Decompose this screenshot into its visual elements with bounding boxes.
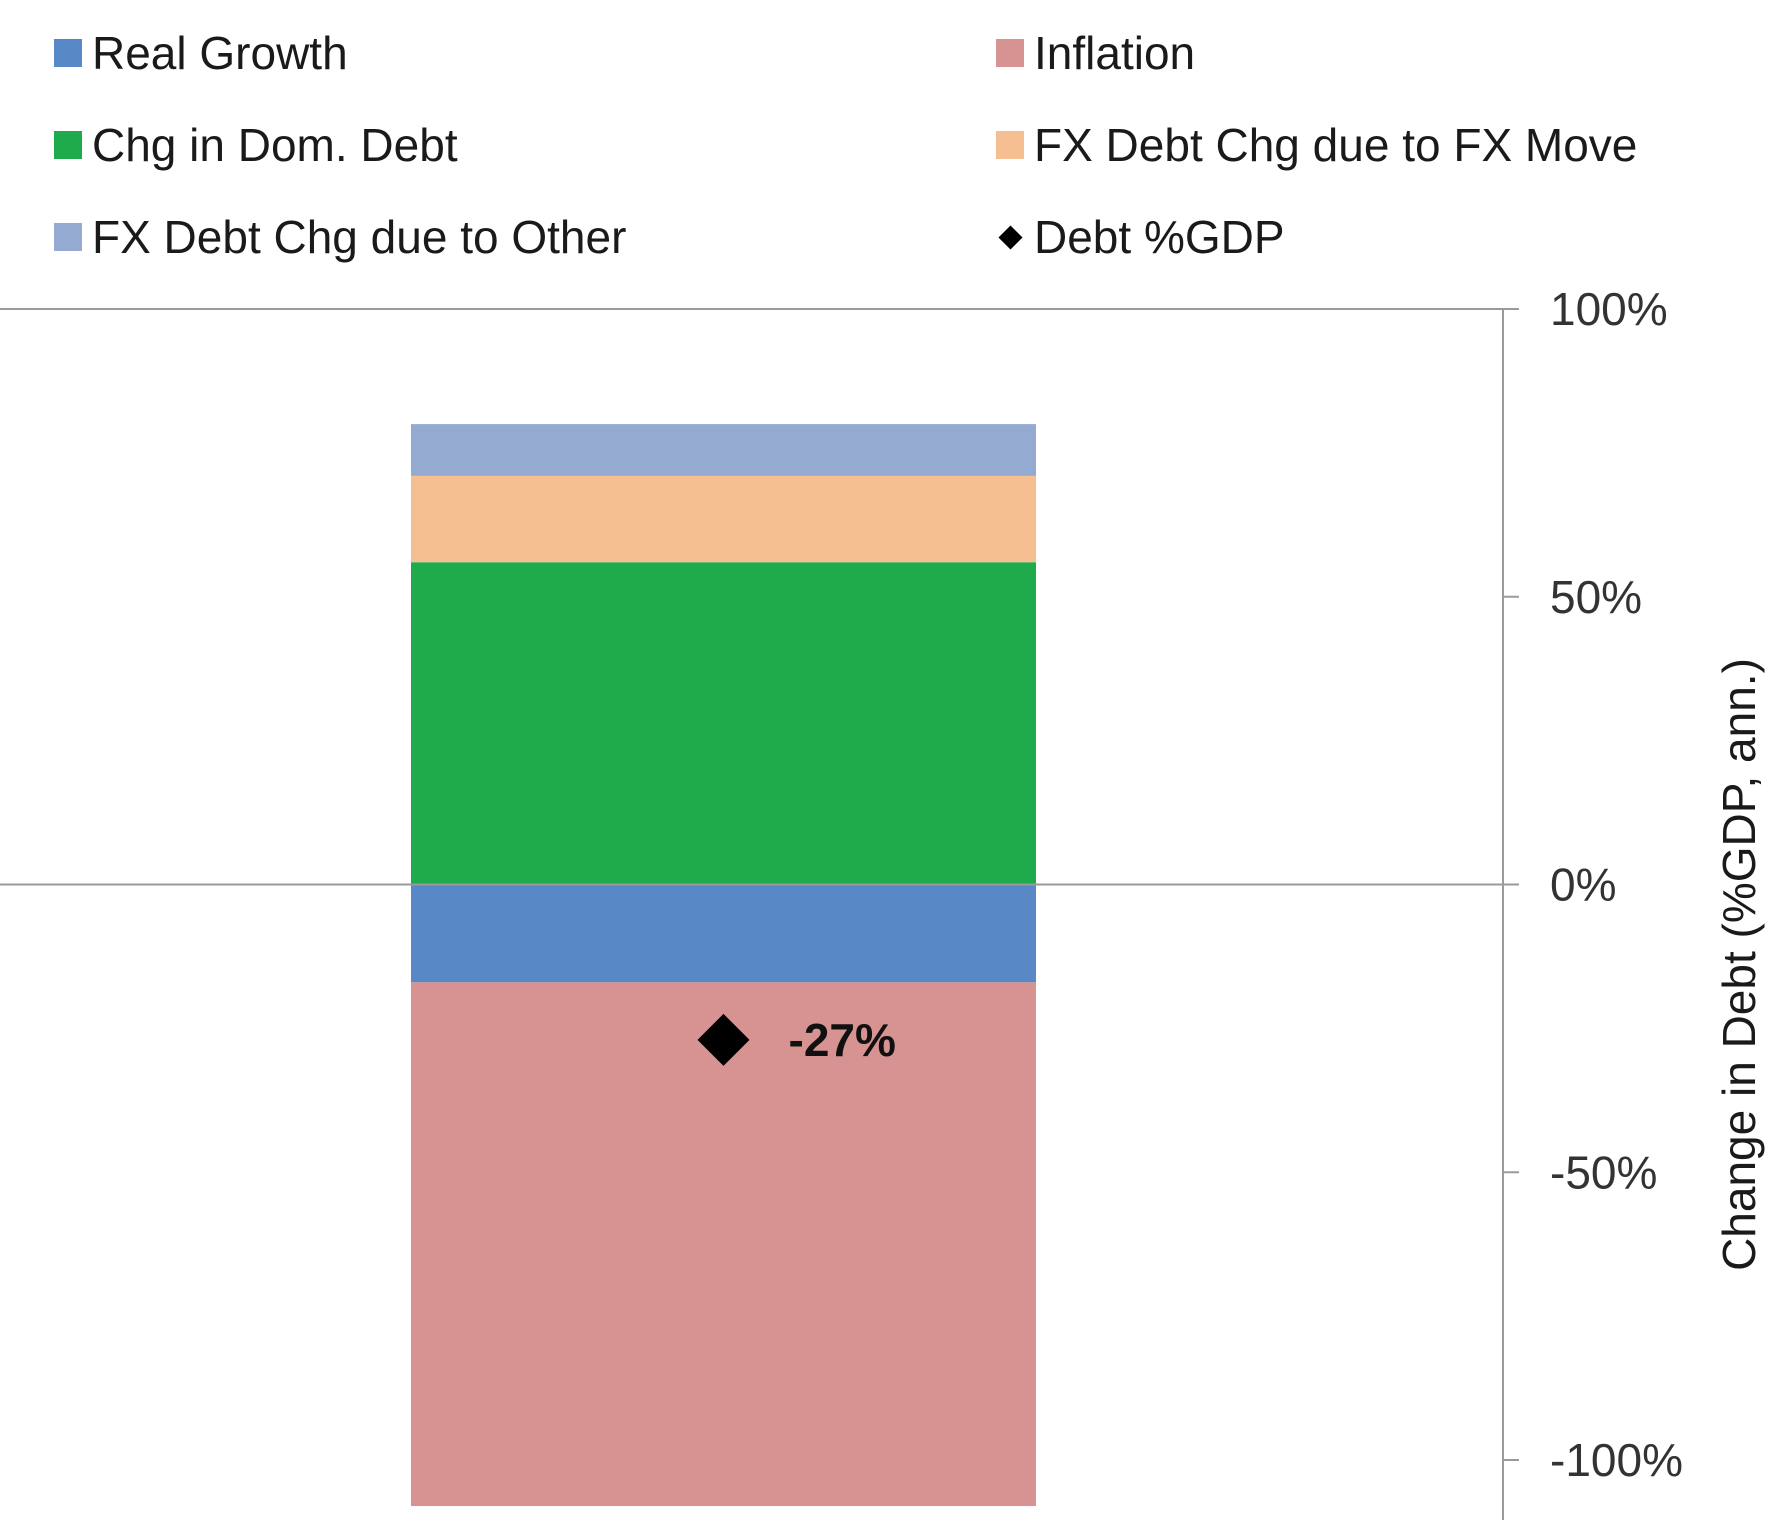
bar-segment-fx-debt-chg-due-to-fx-move [411,475,1036,563]
legend-item-fx-other: FX Debt Chg due to Other [54,207,626,267]
y-tick-label: 50% [1550,571,1642,623]
y-tick-label: 0% [1550,859,1616,911]
bar-segment-real-growth [411,884,1036,983]
debt-gdp-marker [697,1013,750,1066]
bar-segment-inflation [411,982,1036,1507]
legend-swatch-dom-debt [54,131,82,159]
y-tick-label: -100% [1550,1434,1683,1486]
y-axis-title: Change in Debt (%GDP, ann.) [1713,658,1765,1271]
legend-label: Real Growth [92,27,348,79]
legend-swatch-inflation [996,39,1024,67]
legend-item-inflation: Inflation [996,23,1195,83]
bar-segment-chg-in-dom-debt [411,562,1036,885]
chart-legend: Real Growth Inflation Chg in Dom. Debt F… [0,0,1779,290]
legend-swatch-real-growth [54,39,82,67]
legend-label: FX Debt Chg due to Other [92,211,627,263]
legend-label: Debt %GDP [1034,211,1285,263]
y-tick-label: -50% [1550,1146,1657,1198]
legend-label: Chg in Dom. Debt [92,119,458,171]
legend-label: Inflation [1034,27,1196,79]
bar-segment-fx-debt-chg-due-to-other [411,424,1036,476]
legend-swatch-fx-move [996,131,1024,159]
legend-label: FX Debt Chg due to FX Move [1034,119,1638,171]
legend-swatch-fx-other [54,223,82,251]
legend-item-dom-debt: Chg in Dom. Debt [54,115,458,175]
legend-item-debt-gdp: Debt %GDP [996,207,1285,267]
legend-item-real-growth: Real Growth [54,23,348,83]
y-tick-label: 100% [1550,283,1668,335]
debt-gdp-value-label: -27% [789,1014,896,1066]
legend-item-fx-move: FX Debt Chg due to FX Move [996,115,1637,175]
